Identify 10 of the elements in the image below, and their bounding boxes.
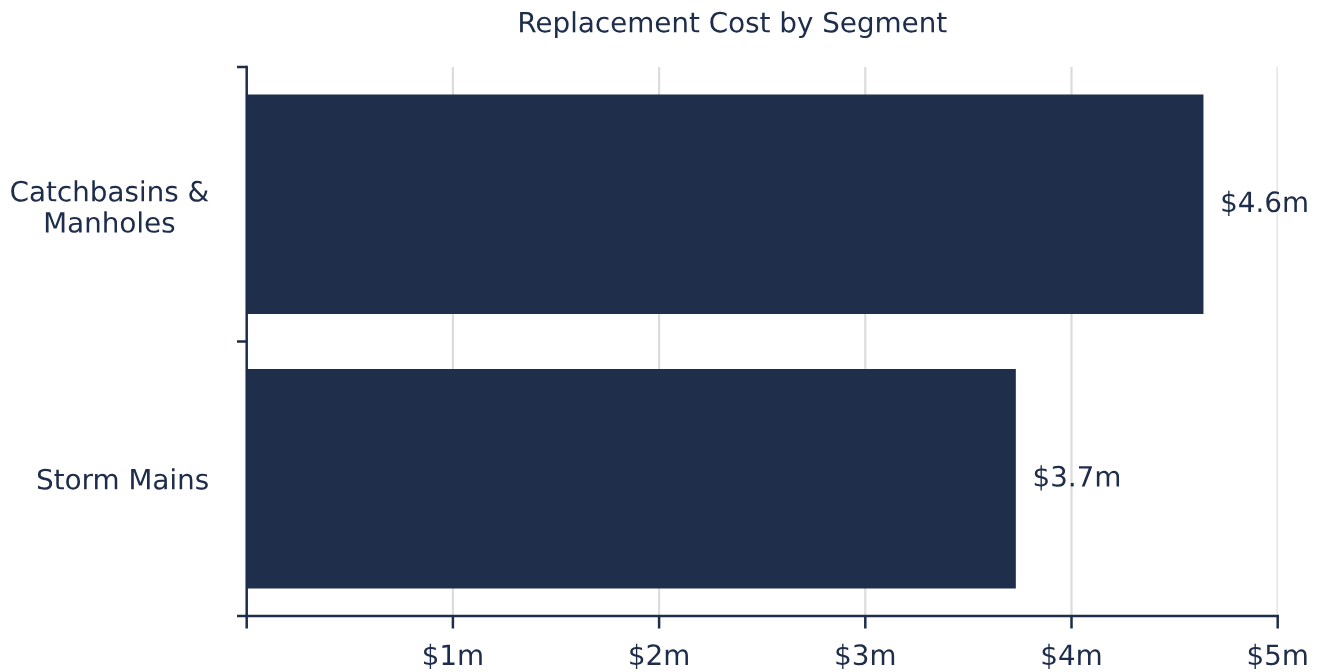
x-tick-label: $4m [1042,643,1101,669]
x-tick-label: $1m [424,643,482,669]
data-label: $4.6m [1222,190,1307,216]
y-tick-label: Catchbasins & Manholes [11,180,209,233]
chart-title: Replacement Cost by Segment [520,11,947,39]
x-tick-label: $3m [836,643,895,669]
x-tick-label: $5m [1248,643,1307,669]
y-tick-label: Storm Mains [37,468,208,490]
x-tick-label: $2m [630,643,688,669]
data-label: $3.7m [1034,465,1120,491]
